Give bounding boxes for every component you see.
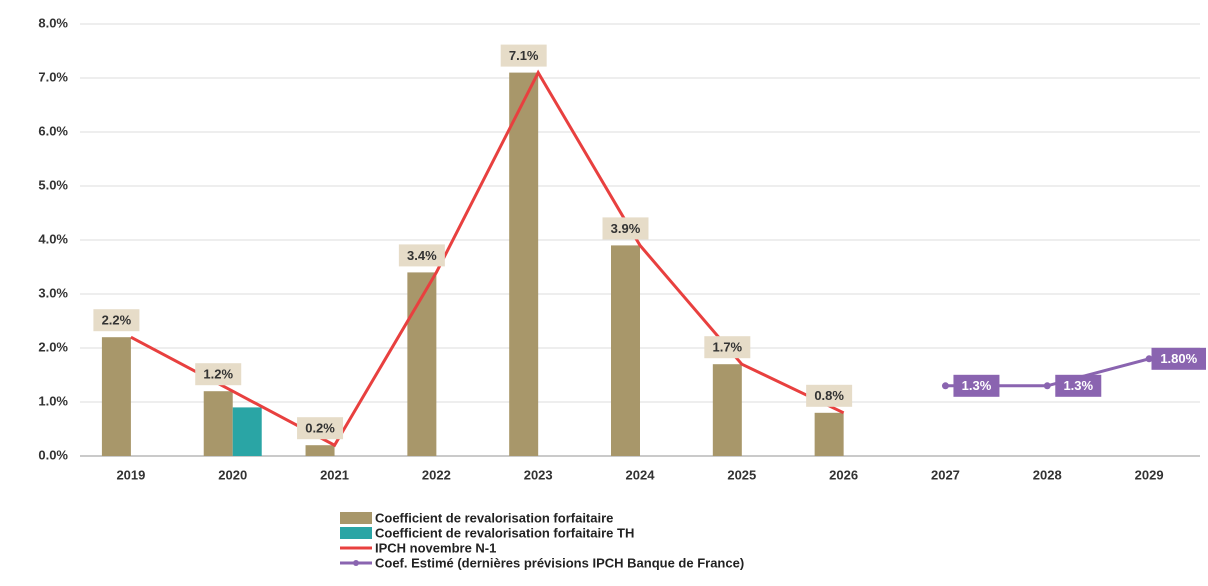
x-tick-label: 2019: [116, 467, 145, 482]
data-label: 3.9%: [611, 221, 641, 236]
bar: [407, 272, 437, 456]
data-label: 1.3%: [962, 378, 992, 393]
x-tick-label: 2029: [1135, 467, 1164, 482]
y-tick-label: 2.0%: [38, 339, 68, 354]
data-label: 1.80%: [1160, 351, 1197, 366]
line-marker: [1043, 382, 1051, 390]
x-tick-label: 2023: [524, 467, 553, 482]
data-label-box: [1151, 347, 1206, 370]
y-tick-label: 3.0%: [38, 285, 68, 300]
y-tick-label: 5.0%: [38, 177, 68, 192]
bar: [509, 72, 539, 456]
bar: [611, 245, 640, 456]
x-tick-label: 2022: [422, 467, 451, 482]
data-label-box: [953, 374, 1000, 397]
x-tick-label: 2020: [218, 467, 247, 482]
x-tick-label: 2025: [727, 467, 756, 482]
data-label: 1.2%: [203, 367, 233, 382]
data-label-box: [93, 309, 140, 332]
bar: [101, 337, 131, 456]
data-label: 0.8%: [814, 388, 844, 403]
x-tick-label: 2021: [320, 467, 349, 482]
x-tick-label: 2026: [829, 467, 858, 482]
bar: [712, 364, 742, 456]
x-tick-label: 2028: [1033, 467, 1062, 482]
legend-label: Coefficient de revalorisation forfaitair…: [375, 510, 613, 525]
data-label: 1.7%: [712, 340, 742, 355]
data-label-box: [1055, 374, 1102, 397]
x-tick-label: 2027: [931, 467, 960, 482]
data-label-box: [195, 363, 242, 386]
line-marker: [1145, 355, 1153, 363]
data-label-box: [398, 244, 445, 267]
y-tick-label: 4.0%: [38, 231, 68, 246]
data-label: 2.2%: [102, 313, 132, 328]
legend-label: Coefficient de revalorisation forfaitair…: [375, 525, 634, 540]
data-label-box: [500, 44, 547, 67]
data-label-box: [297, 417, 344, 440]
legend-swatch: [340, 512, 372, 524]
x-tick-label: 2024: [626, 467, 656, 482]
data-label: 3.4%: [407, 248, 437, 263]
data-label-box: [704, 336, 751, 359]
legend-marker: [353, 560, 359, 566]
bar: [814, 412, 844, 456]
data-label: 1.3%: [1063, 378, 1093, 393]
data-label-box: [602, 217, 649, 240]
bar: [305, 445, 335, 456]
y-tick-label: 7.0%: [38, 69, 68, 84]
data-label: 7.1%: [509, 48, 539, 63]
data-label-box: [806, 384, 853, 407]
legend-swatch: [340, 527, 372, 539]
data-label: 0.2%: [305, 421, 335, 436]
legend-label: Coef. Estimé (dernières prévisions IPCH …: [375, 555, 744, 570]
y-tick-label: 6.0%: [38, 123, 68, 138]
legend-label: IPCH novembre N-1: [375, 540, 496, 555]
y-tick-label: 1.0%: [38, 393, 68, 408]
bar: [232, 407, 262, 456]
y-tick-label: 8.0%: [38, 15, 68, 30]
bar: [203, 391, 233, 456]
y-tick-label: 0.0%: [38, 447, 68, 462]
line-marker: [941, 382, 949, 390]
